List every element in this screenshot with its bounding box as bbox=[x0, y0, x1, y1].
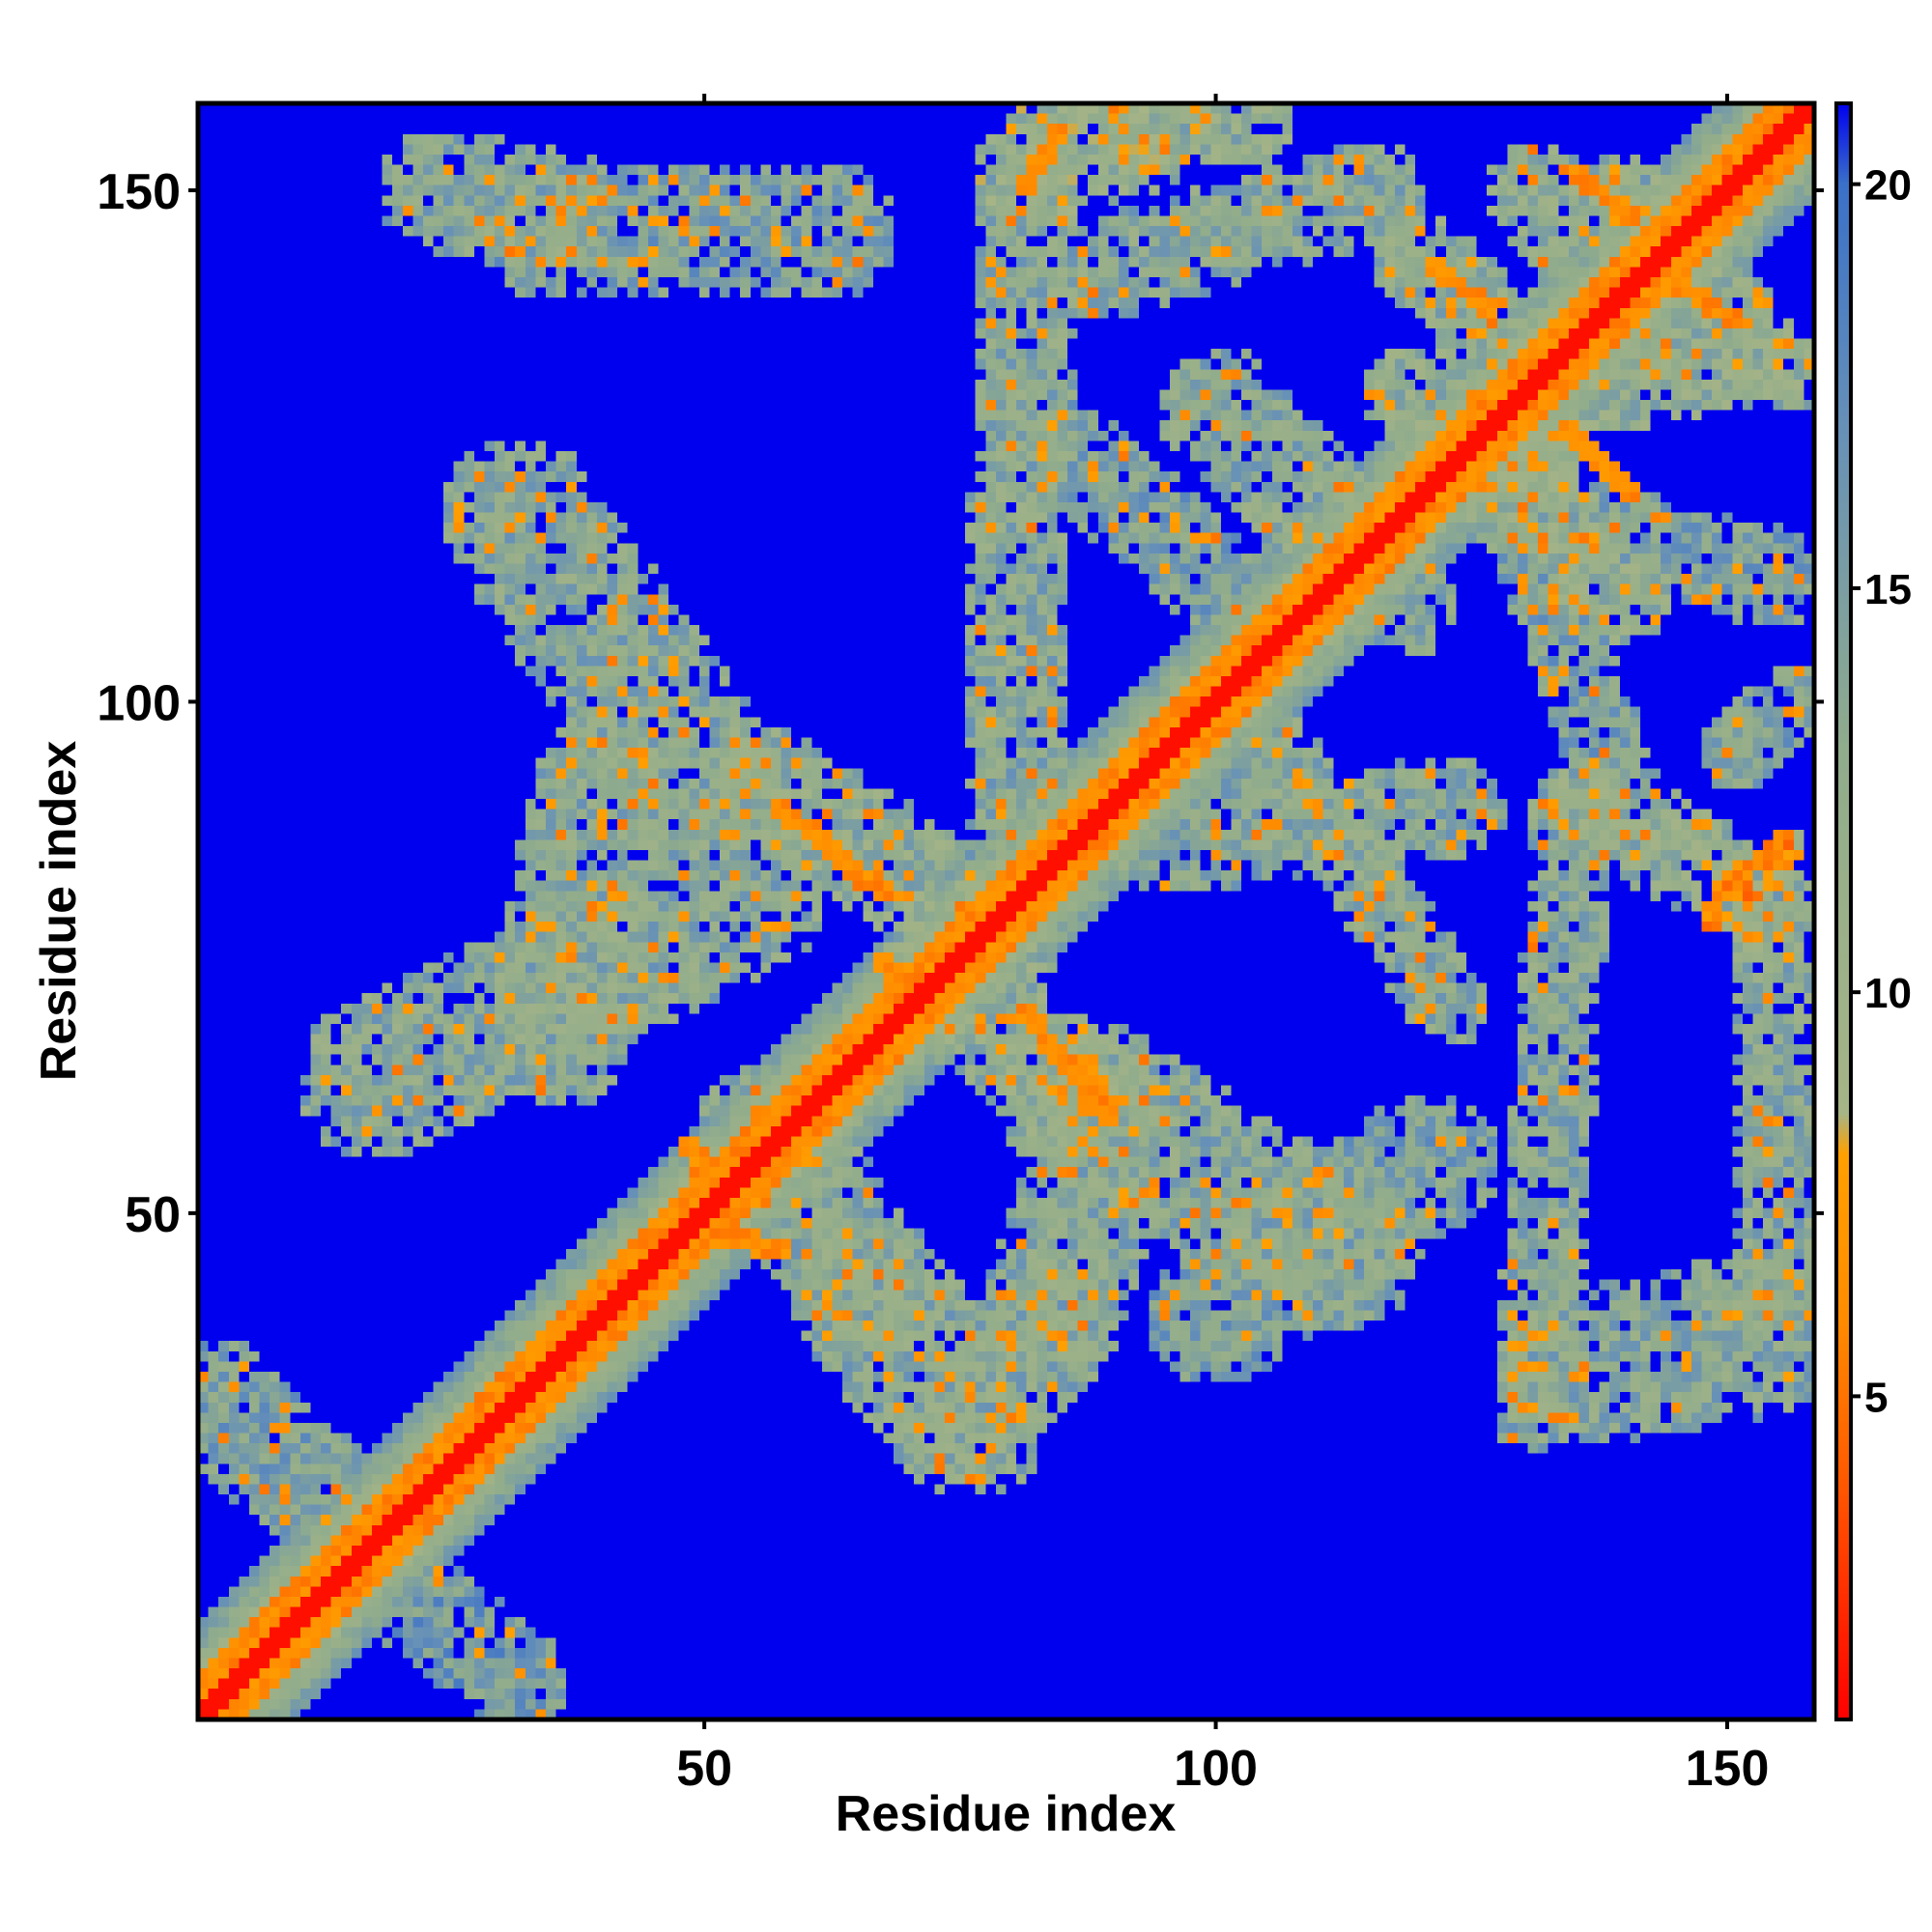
y-tick-label: 150 bbox=[97, 164, 181, 220]
y-axis-title: Residue index bbox=[31, 741, 87, 1082]
plot-frame bbox=[195, 100, 1817, 1722]
colorbar: 5 10 15 20 bbox=[1834, 101, 1912, 1721]
x-tick-label: 50 bbox=[676, 1741, 732, 1797]
x-axis-title: Residue index bbox=[836, 1786, 1177, 1842]
x-axis: 50 100 150 bbox=[676, 94, 1769, 1797]
x-tick-label: 150 bbox=[1686, 1741, 1770, 1797]
heatmap-cells bbox=[198, 103, 1814, 1719]
colorbar-frame bbox=[1834, 101, 1853, 1721]
colorbar-tick-label: 15 bbox=[1864, 566, 1912, 613]
colorbar-tick-label: 10 bbox=[1864, 970, 1912, 1017]
y-tick-label: 50 bbox=[125, 1187, 181, 1243]
colorbar-gradient bbox=[1836, 103, 1851, 1719]
x-tick-label: 100 bbox=[1174, 1741, 1258, 1797]
colorbar-tick-label: 20 bbox=[1864, 162, 1912, 210]
heatmap-plot-area bbox=[195, 100, 1817, 1722]
colorbar-tick-label: 5 bbox=[1864, 1374, 1888, 1421]
y-tick-label: 100 bbox=[97, 675, 181, 731]
colorbar-ticks: 5 10 15 20 bbox=[1851, 162, 1912, 1421]
heatmap-raster bbox=[198, 103, 1814, 1719]
y-axis: 50 100 150 bbox=[97, 164, 1824, 1243]
